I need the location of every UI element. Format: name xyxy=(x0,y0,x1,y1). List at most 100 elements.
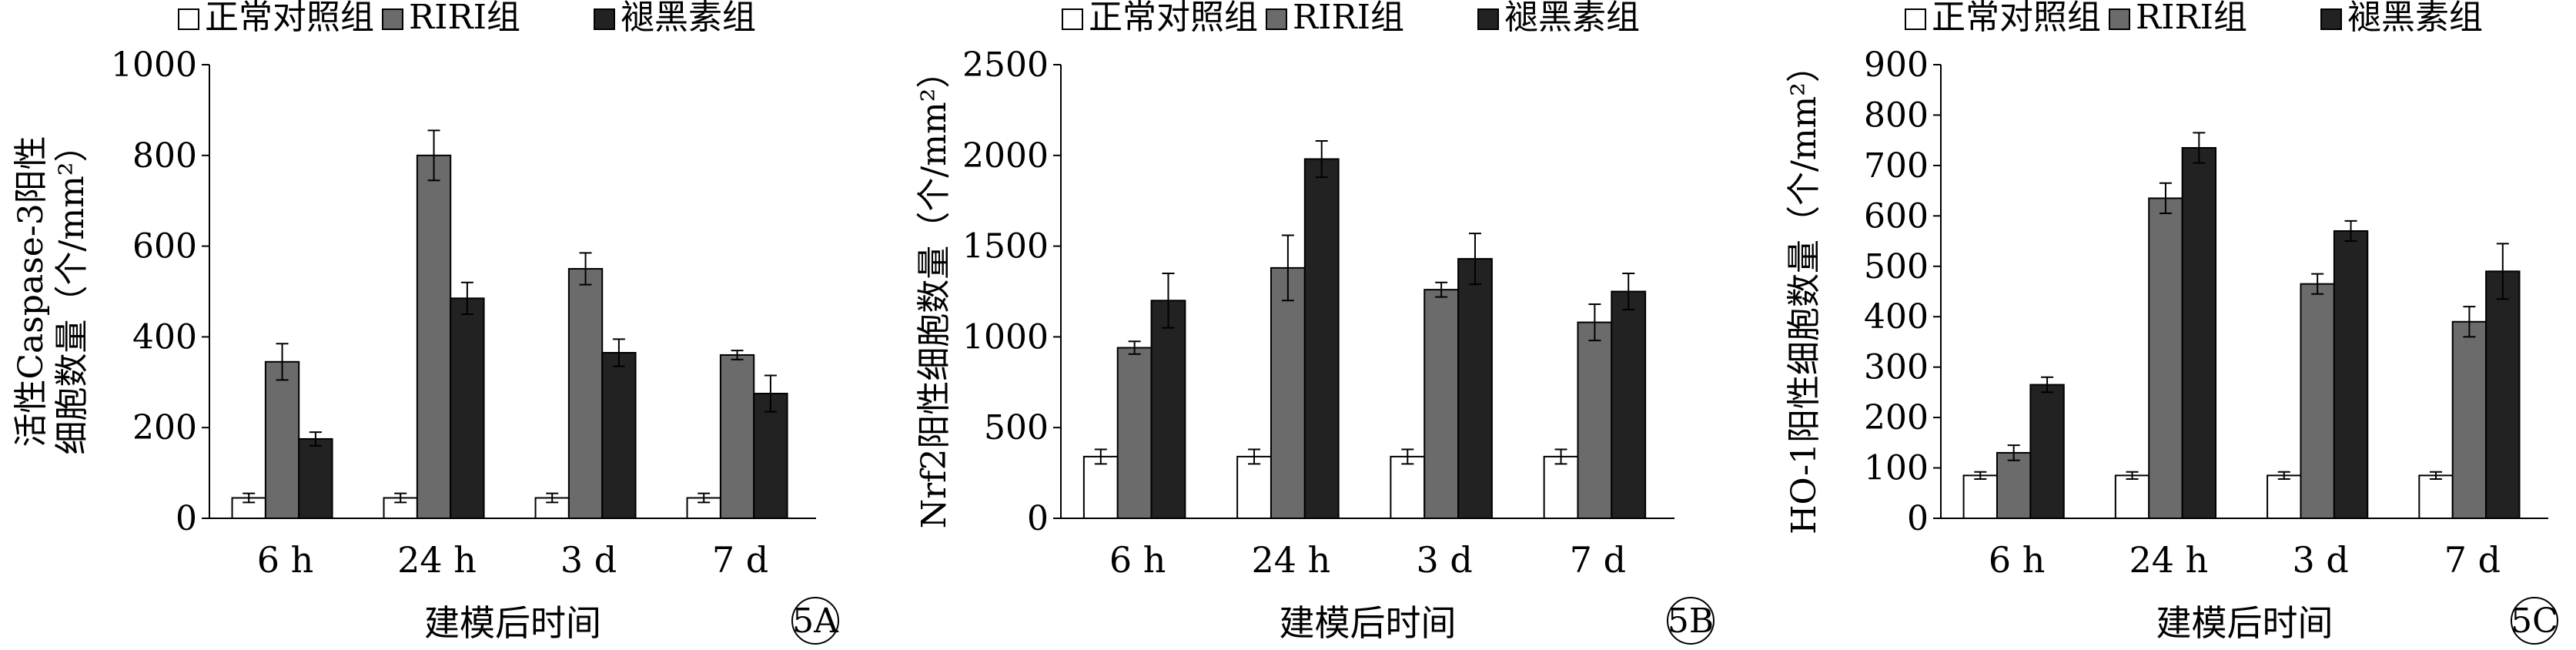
bar-riri-3 xyxy=(719,353,755,519)
legend-swatch-riri xyxy=(382,8,403,30)
bar-melatonin-3 xyxy=(2485,270,2521,519)
x-category-label: 7 d xyxy=(1570,539,1626,581)
bar-melatonin-0 xyxy=(1150,300,1186,519)
y-tick-label: 1500 xyxy=(962,227,1049,266)
bar-melatonin-2 xyxy=(601,352,637,520)
legend-label-normal-control: 正常对照组 xyxy=(205,0,374,37)
x-category-label: 6 h xyxy=(1109,539,1166,581)
y-tick-label: 800 xyxy=(1864,95,1929,135)
panel-label: 5B xyxy=(1668,601,1714,641)
y-tick-label: 0 xyxy=(176,499,197,538)
bar-riri-2 xyxy=(567,268,604,519)
chart-panel-5b: 正常对照组 RIRI组 褪黑素组 0 500 1000 1500 2000 2500 6 h 24 … xyxy=(915,0,1715,645)
y-tick-label: 600 xyxy=(132,227,197,266)
bar-melatonin-1 xyxy=(450,297,485,519)
bar-riri-3 xyxy=(1577,321,1613,519)
legend-label-melatonin: 褪黑素组 xyxy=(1504,0,1640,37)
panel-label-circle xyxy=(2511,597,2558,645)
x-category-label: 3 d xyxy=(560,539,617,581)
bar-riri-2 xyxy=(1423,289,1460,519)
bar-normal-control-0 xyxy=(1962,474,1998,519)
legend-label-melatonin: 褪黑素组 xyxy=(621,0,756,37)
y-tick-label: 200 xyxy=(1864,398,1929,437)
y-tick-label: 400 xyxy=(132,317,197,357)
y-tick-label: 1000 xyxy=(111,45,197,85)
y-axis-title: 活性Caspase-3阳性 xyxy=(12,136,51,447)
y-tick-label: 1000 xyxy=(962,317,1049,357)
bar-normal-control-2 xyxy=(534,497,570,519)
legend-swatch-riri xyxy=(1266,8,1287,30)
x-category-label: 3 d xyxy=(2292,539,2348,581)
panel-label-circle xyxy=(791,597,839,645)
legend-swatch-normal-control xyxy=(178,8,199,30)
chart-panel-5a: 正常对照组 RIRI组 褪黑素组 0 200 400 600 800 1000 6 h 24 h 3 … xyxy=(12,0,839,645)
y-tick-label: 900 xyxy=(1864,45,1929,85)
legend-swatch-melatonin xyxy=(594,8,615,30)
x-axis-title: 建模后时间 xyxy=(424,602,601,644)
bar-normal-control-3 xyxy=(2418,474,2454,519)
legend-swatch-normal-control xyxy=(1062,8,1083,30)
x-category-label: 7 d xyxy=(712,539,768,581)
y-tick-label: 0 xyxy=(1907,499,1929,538)
y-tick-label: 800 xyxy=(132,136,197,176)
bar-riri-3 xyxy=(2451,320,2487,519)
y-tick-label: 2000 xyxy=(962,136,1049,176)
bar-normal-control-2 xyxy=(2267,474,2302,519)
legend-label-riri: RIRI组 xyxy=(2136,0,2247,37)
y-tick-label: 0 xyxy=(1027,499,1049,538)
y-tick-label: 400 xyxy=(1864,297,1929,337)
bar-melatonin-2 xyxy=(1457,258,1493,519)
bar-normal-control-3 xyxy=(1543,455,1579,519)
bar-melatonin-0 xyxy=(298,437,333,519)
bar-melatonin-3 xyxy=(753,393,788,519)
y-axis-title: Nrf2阳性细胞数量（个/mm²） xyxy=(915,55,954,529)
bar-riri-2 xyxy=(2300,283,2335,519)
y-tick-label: 300 xyxy=(1864,348,1929,387)
x-axis-title: 建模后时间 xyxy=(1280,602,1457,644)
bar-normal-control-2 xyxy=(1390,455,1426,519)
y-tick-label: 2500 xyxy=(962,45,1049,85)
bar-melatonin-2 xyxy=(2333,230,2369,519)
y-tick-label: 100 xyxy=(1864,449,1929,488)
legend-label-riri: RIRI组 xyxy=(409,0,520,37)
legend-label-normal-control: 正常对照组 xyxy=(1932,0,2101,37)
y-tick-label: 700 xyxy=(1864,146,1929,186)
y-axis-title: HO-1阳性细胞数量（个/mm²） xyxy=(1785,49,1824,534)
x-category-label: 6 h xyxy=(257,539,314,581)
bar-normal-control-0 xyxy=(1082,455,1119,519)
bar-melatonin-1 xyxy=(1303,158,1340,519)
bar-melatonin-1 xyxy=(2181,146,2217,519)
legend-swatch-riri xyxy=(2109,8,2130,30)
x-category-label: 6 h xyxy=(1989,539,2046,581)
bar-normal-control-1 xyxy=(1236,455,1272,519)
panel-label: 5C xyxy=(2511,601,2558,641)
legend: 正常对照组 RIRI组 褪黑素组 xyxy=(1062,0,1640,37)
legend-swatch-normal-control xyxy=(1905,8,1926,30)
bar-riri-0 xyxy=(1996,451,2032,520)
panel-label: 5A xyxy=(792,601,839,641)
x-category-label: 24 h xyxy=(1251,539,1330,581)
x-category-label: 24 h xyxy=(397,539,477,581)
x-axis-title: 建模后时间 xyxy=(2156,602,2333,644)
y-tick-label: 200 xyxy=(132,408,197,447)
bar-normal-control-1 xyxy=(2114,474,2150,519)
y-axis-title: 细胞数量（个/mm²） xyxy=(52,129,92,455)
panel-label-circle xyxy=(1667,597,1715,645)
y-tick-label: 500 xyxy=(984,408,1049,447)
legend: 正常对照组 RIRI组 褪黑素组 xyxy=(1905,0,2483,37)
bar-riri-1 xyxy=(1270,266,1306,519)
y-tick-label: 500 xyxy=(1864,247,1929,286)
bar-melatonin-3 xyxy=(1611,290,1647,519)
chart-panel-5c: 正常对照组 RIRI组 褪黑素组 0 100 200 300 400 500 600 700 800 9… xyxy=(1785,0,2558,645)
x-category-label: 3 d xyxy=(1416,539,1472,581)
y-tick-label: 600 xyxy=(1864,196,1929,236)
legend-label-normal-control: 正常对照组 xyxy=(1089,0,1258,37)
x-category-label: 7 d xyxy=(2444,539,2501,581)
legend-swatch-melatonin xyxy=(1477,8,1499,30)
bar-riri-1 xyxy=(2148,197,2183,519)
legend-label-riri: RIRI组 xyxy=(1293,0,1404,37)
legend: 正常对照组 RIRI组 褪黑素组 xyxy=(178,0,756,37)
legend-swatch-melatonin xyxy=(2320,8,2342,30)
bar-riri-0 xyxy=(264,360,300,520)
